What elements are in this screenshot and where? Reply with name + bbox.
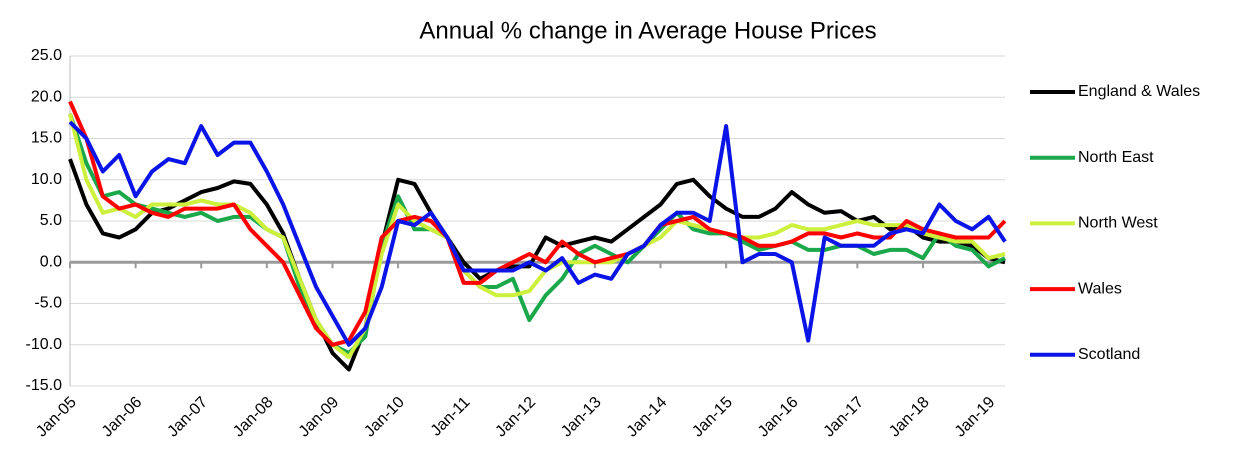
x-tick-label: Jan-11 (428, 394, 474, 440)
x-tick-label: Jan-12 (492, 394, 539, 441)
y-tick-label: 0.0 (40, 253, 62, 270)
x-tick-label: Jan-17 (821, 394, 868, 441)
x-tick-label: Jan-07 (164, 394, 211, 441)
y-tick-label: 15.0 (31, 130, 62, 147)
x-tick-label: Jan-05 (33, 394, 80, 441)
y-tick-label: -15.0 (26, 377, 63, 394)
legend-label: Wales (1078, 280, 1122, 297)
x-tick-label: Jan-06 (99, 394, 146, 441)
y-tick-label: 10.0 (31, 171, 62, 188)
x-tick-label: Jan-13 (558, 394, 605, 441)
x-tick-label: Jan-19 (952, 394, 999, 441)
legend-label: North East (1078, 149, 1154, 166)
y-tick-label: 5.0 (40, 212, 62, 229)
legend-label: England & Wales (1078, 83, 1200, 100)
x-tick-label: Jan-08 (230, 394, 277, 441)
x-tick-label: Jan-10 (361, 394, 408, 441)
x-tick-label: Jan-15 (689, 394, 736, 441)
y-tick-label: 25.0 (31, 47, 62, 64)
legend-label: Scotland (1078, 346, 1140, 363)
y-tick-label: -5.0 (34, 295, 62, 312)
x-tick-label: Jan-18 (886, 394, 933, 441)
x-tick-label: Jan-16 (755, 394, 802, 441)
chart-title: Annual % change in Average House Prices (419, 17, 876, 44)
x-tick-label: Jan-14 (624, 394, 671, 441)
y-tick-label: 20.0 (31, 88, 62, 105)
series-line (68, 158, 1006, 372)
x-tick-label: Jan-09 (296, 394, 343, 441)
legend-label: North West (1078, 215, 1158, 232)
series-line (68, 100, 1007, 347)
series-line (68, 120, 1007, 347)
y-tick-label: -10.0 (26, 336, 63, 353)
